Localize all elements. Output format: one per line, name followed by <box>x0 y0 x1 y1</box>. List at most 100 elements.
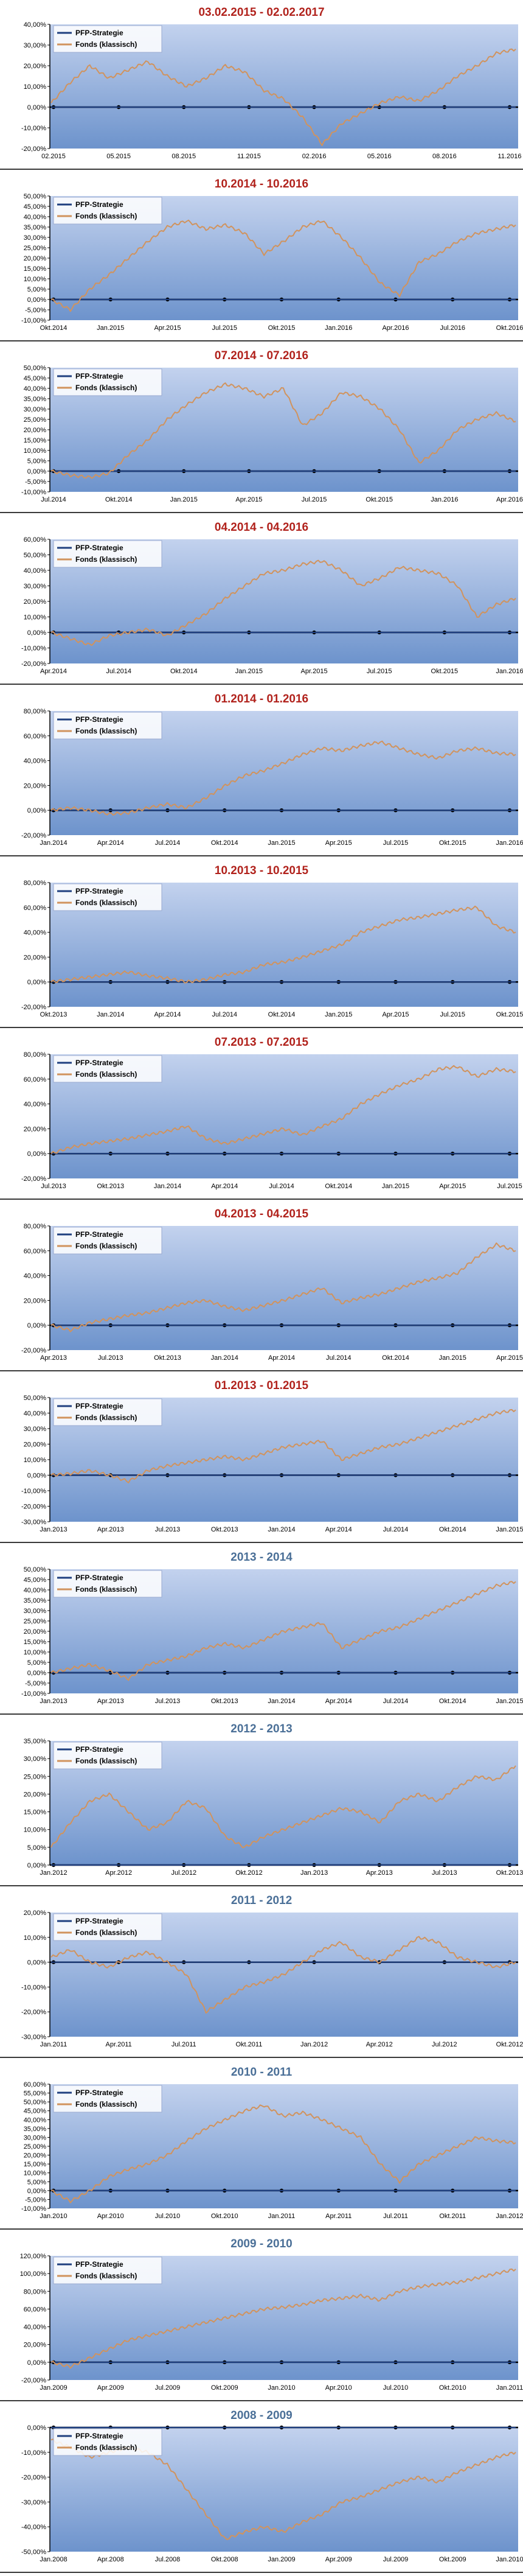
legend-box <box>53 1398 162 1426</box>
y-tick-label: -10,00% <box>21 2449 46 2457</box>
chart-panel: 03.02.2015 - 02.02.2017 40,00% 30,00% 20,00… <box>0 0 523 172</box>
chart-svg: 2010 - 2011 60,00% 55,00%50,00% 45,00%40,00… <box>0 2066 523 2230</box>
x-tick-label: Jul.2015 <box>367 668 392 675</box>
legend-box <box>53 1741 162 1769</box>
chart-title: 2009 - 2010 <box>230 2238 292 2250</box>
y-tick-label: 0,00% <box>27 1322 46 1329</box>
y-tick-label: 40,00% <box>24 385 47 393</box>
x-tick-label: Apr.2009 <box>97 2384 124 2392</box>
fund-series-line <box>50 1936 516 2014</box>
legend-box <box>53 197 162 225</box>
y-tick-label: -10,00% <box>21 1984 46 1991</box>
y-tick-label: 15,00% <box>24 437 47 444</box>
y-tick-label: 80,00% <box>24 708 47 715</box>
x-tick-label: Okt.2009 <box>211 2384 238 2392</box>
y-tick-label: -40,00% <box>21 2524 46 2531</box>
legend-box <box>53 2085 162 2113</box>
y-tick-label: 0,00% <box>27 1150 46 1158</box>
y-tick-label: 50,00% <box>24 1395 47 1402</box>
x-tick-label: Jul.2011 <box>383 2213 408 2220</box>
legend-label: PFP-Strategie <box>75 887 123 895</box>
legend-label: Fonds (klassisch) <box>75 40 137 49</box>
x-tick-label: Jul.2015 <box>212 324 237 332</box>
x-tick-label: 08.2016 <box>432 153 457 160</box>
x-tick-label: Jan.2014 <box>40 839 67 847</box>
chart-svg: 10.2014 - 10.2016 50,00% 45,00% 40,00% 35,00… <box>0 178 523 341</box>
chart-panel: 2011 - 2012 20,00% 10,00% 0,00% -10,00% -20,0… <box>0 1888 523 2060</box>
x-tick-label: Jan.2015 <box>439 1354 466 1362</box>
y-tick-label: 45,00% <box>24 203 47 211</box>
x-tick-label: Apr.2010 <box>325 2384 352 2392</box>
legend-box <box>53 1913 162 1941</box>
chart-title: 2011 - 2012 <box>231 1894 292 1907</box>
chart-title: 10.2014 - 10.2016 <box>215 178 308 191</box>
x-tick-label: Jul.2013 <box>155 1698 181 1705</box>
fund-series-line <box>50 1581 516 1681</box>
x-tick-label: Jan.2010 <box>496 2556 523 2563</box>
fund-series-line <box>50 905 516 984</box>
x-tick-label: Apr.2016 <box>382 324 409 332</box>
chart-svg: 04.2013 - 04.2015 80,00% 60,00% 40,00% 20,00… <box>0 1208 523 1371</box>
chart-title: 07.2014 - 07.2016 <box>215 349 308 362</box>
chart-svg: 2013 - 2014 50,00% 45,00% 40,00% 35,00% 30,00… <box>0 1551 523 1715</box>
chart-svg: 2008 - 2009 0,00% -10,00% -20,00% -30,00% -40… <box>0 2409 523 2573</box>
x-tick-label: Jan.2009 <box>40 2384 67 2392</box>
legend-label: Fonds (klassisch) <box>75 1242 137 1250</box>
legend: PFP-Strategie Fonds (klassisch) <box>53 1055 162 1083</box>
x-tick-label: Jan.2010 <box>40 2213 67 2220</box>
y-tick-label: -10,00% <box>21 489 46 496</box>
x-tick-label: Okt.2013 <box>211 1526 238 1533</box>
y-tick-label: -20,00% <box>21 1175 46 1183</box>
chart-panel: 07.2014 - 07.2016 50,00% 45,00% 40,00% 35,00… <box>0 343 523 515</box>
x-tick-label: Jan.2014 <box>268 1526 295 1533</box>
chart-title: 2013 - 2014 <box>230 1551 293 1564</box>
legend-box <box>53 1055 162 1083</box>
x-tick-label: Jul.2009 <box>383 2556 409 2563</box>
x-tick-label: Apr.2010 <box>97 2213 124 2220</box>
x-tick-label: Apr.2014 <box>268 1354 295 1362</box>
y-tick-label: 15,00% <box>24 265 47 273</box>
y-tick-label: 20,00% <box>24 1909 47 1917</box>
y-tick-label: 40,00% <box>24 1101 47 1108</box>
x-tick-label: Jan.2015 <box>268 839 295 847</box>
y-tick-label: 10,00% <box>24 447 47 455</box>
x-tick-label: Okt.2012 <box>235 1869 263 1877</box>
chart-svg: 10.2013 - 10.2015 80,00% 60,00% 40,00% 20,00… <box>0 864 523 1028</box>
chart-title: 04.2014 - 04.2016 <box>215 521 308 534</box>
x-tick-label: Jan.2016 <box>431 496 458 503</box>
x-tick-label: Jul.2014 <box>383 1698 409 1705</box>
y-tick-label: 40,00% <box>24 2116 47 2124</box>
chart-svg: 2011 - 2012 20,00% 10,00% 0,00% -10,00% -20,0… <box>0 1894 523 2058</box>
y-tick-label: 5,00% <box>27 1659 46 1667</box>
x-tick-label: Jan.2013 <box>300 1869 328 1877</box>
x-tick-label: Jan.2011 <box>496 2384 523 2392</box>
chart-panel: 07.2013 - 07.2015 80,00% 60,00% 40,00% 20,00… <box>0 1030 523 1202</box>
legend-label: Fonds (klassisch) <box>75 1585 137 1594</box>
y-tick-label: -20,00% <box>21 1004 46 1011</box>
chart-panel: 01.2013 - 01.2015 50,00% 40,00% 30,00% 20,00… <box>0 1373 523 1545</box>
x-tick-label: 08.2015 <box>171 153 196 160</box>
x-tick-label: Jul.2012 <box>432 2041 457 2048</box>
legend-label: PFP-Strategie <box>75 544 123 552</box>
fund-series-line <box>50 2104 516 2203</box>
x-tick-label: Jan.2010 <box>268 2384 295 2392</box>
x-tick-label: Jul.2015 <box>302 496 327 503</box>
y-tick-label: 30,00% <box>24 42 47 49</box>
x-tick-label: Apr.2014 <box>325 1526 352 1533</box>
chart-panel: 04.2014 - 04.2016 60,00% 50,00% 40,00% 30,00… <box>0 515 523 687</box>
y-tick-label: 40,00% <box>24 1410 47 1418</box>
y-tick-label: -30,00% <box>21 2034 46 2041</box>
y-tick-label: 25,00% <box>24 1618 47 1625</box>
fund-series-line <box>50 1409 516 1483</box>
x-tick-label: Apr.2015 <box>154 324 181 332</box>
y-tick-label: 20,00% <box>24 63 47 70</box>
x-tick-label: Apr.2014 <box>97 839 124 847</box>
y-tick-label: 60,00% <box>24 2306 47 2313</box>
x-tick-label: Okt.2013 <box>97 1183 124 1190</box>
legend: PFP-Strategie Fonds (klassisch) <box>53 1570 162 1598</box>
x-tick-label: Jul.2013 <box>155 1526 181 1533</box>
legend-box <box>53 2428 162 2456</box>
chart-title: 03.02.2015 - 02.02.2017 <box>198 6 324 19</box>
y-tick-label: 80,00% <box>24 1051 47 1059</box>
legend-label: Fonds (klassisch) <box>75 1757 137 1765</box>
